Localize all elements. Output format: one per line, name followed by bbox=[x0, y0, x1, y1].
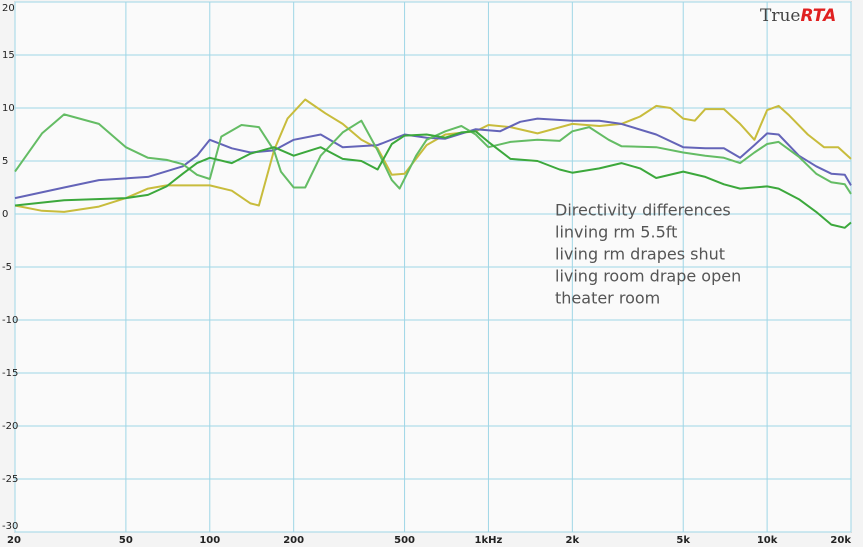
series-line bbox=[14, 117, 852, 200]
y-tick-label: 0 bbox=[2, 209, 8, 220]
x-tick-label: 2k bbox=[566, 535, 580, 546]
legend-entry: living room drape open bbox=[555, 267, 741, 286]
x-tick-label: 200 bbox=[283, 535, 304, 546]
x-tick-label: 100 bbox=[199, 535, 220, 546]
lines bbox=[14, 98, 852, 229]
x-tick-label: 500 bbox=[394, 535, 415, 546]
y-tick-label: 20 bbox=[2, 3, 15, 14]
legend-entry: theater room bbox=[555, 289, 660, 308]
y-tick-label: -5 bbox=[2, 262, 12, 273]
y-tick-label: -20 bbox=[2, 421, 18, 432]
brand: TrueRTA bbox=[760, 6, 836, 27]
y-tick-label: -10 bbox=[2, 315, 18, 326]
legend-entry: living rm drapes shut bbox=[555, 245, 725, 264]
y-tick-label: -30 bbox=[2, 521, 18, 532]
x-tick-label: 10k bbox=[757, 535, 778, 546]
y-tick-label: -15 bbox=[2, 368, 18, 379]
grid bbox=[14, 1, 852, 533]
x-tick-label: 1kHz bbox=[475, 535, 503, 546]
series-line bbox=[14, 130, 852, 229]
legend-entry: linving rm 5.5ft bbox=[555, 223, 677, 242]
x-tick-label: 50 bbox=[119, 535, 133, 546]
x-tick-label: 20k bbox=[830, 535, 851, 546]
y-tick-label: 15 bbox=[2, 50, 15, 61]
y-tick-label: 10 bbox=[2, 103, 15, 114]
x-tick-label: 20 bbox=[7, 535, 21, 546]
y-tick-label: -25 bbox=[2, 474, 18, 485]
x-tick-label: 5k bbox=[676, 535, 690, 546]
annotation: Directivity differences bbox=[555, 201, 731, 220]
brand-text: True bbox=[760, 6, 800, 26]
series-line bbox=[14, 113, 852, 195]
brand-accent: RTA bbox=[800, 6, 836, 26]
y-tick-label: 5 bbox=[2, 156, 8, 167]
